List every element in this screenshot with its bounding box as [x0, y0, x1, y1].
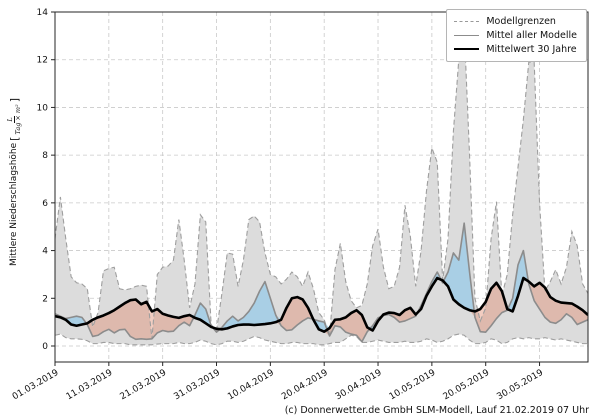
y-axis-label: Mittlere Niederschlagshöhe [ L Tag × m² … [6, 52, 22, 312]
legend-row-mittelwert-30-jahre: Mittelwert 30 Jahre [454, 42, 577, 56]
y-tick-label: 12 [37, 56, 48, 66]
x-tick-label: 01.03.2019 [11, 368, 61, 403]
legend-row-modellgrenzen: Modellgrenzen [454, 14, 577, 28]
x-tick-label: 21.03.2019 [119, 368, 169, 403]
x-tick-label: 30.04.2019 [334, 368, 384, 403]
gray-line-sample-icon [454, 34, 480, 36]
y-axis-unit-bracket-close: ] [7, 98, 21, 103]
black-line-sample-icon [454, 48, 480, 50]
x-tick-label: 10.05.2019 [388, 368, 438, 403]
legend-label: Modellgrenzen [486, 15, 556, 27]
copyright-credit: (c) Donnerwetter.de GmbH SLM-Modell, Lau… [284, 405, 589, 416]
x-tick-label: 20.04.2019 [280, 368, 330, 403]
legend-label: Mittelwert 30 Jahre [486, 43, 577, 55]
legend-label: Mittel aller Modelle [486, 29, 577, 41]
x-tick-label: 30.05.2019 [495, 368, 545, 403]
y-tick-label: 8 [42, 151, 48, 161]
y-tick-label: 6 [42, 199, 48, 209]
x-tick-label: 10.04.2019 [226, 368, 276, 403]
y-tick-label: 2 [42, 294, 48, 304]
legend: Modellgrenzen Mittel aller Modelle Mitte… [446, 9, 587, 62]
x-tick-label: 11.03.2019 [65, 368, 115, 403]
dashed-line-sample-icon [454, 20, 480, 22]
y-tick-label: 14 [37, 8, 49, 18]
x-tick-label: 20.05.2019 [442, 368, 492, 403]
y-tick-label: 0 [42, 342, 48, 352]
y-axis-unit-bracket-open: [ [7, 136, 21, 141]
y-axis-label-text: Mittlere Niederschlagshöhe [9, 142, 19, 267]
x-tick-label: 31.03.2019 [172, 368, 222, 403]
y-axis-unit-fraction: L Tag × m² [6, 104, 22, 135]
legend-row-mittel-aller-modelle: Mittel aller Modelle [454, 28, 577, 42]
y-axis-unit-denominator: Tag × m² [13, 104, 22, 135]
y-tick-label: 4 [42, 247, 48, 257]
y-tick-label: 10 [37, 103, 49, 113]
